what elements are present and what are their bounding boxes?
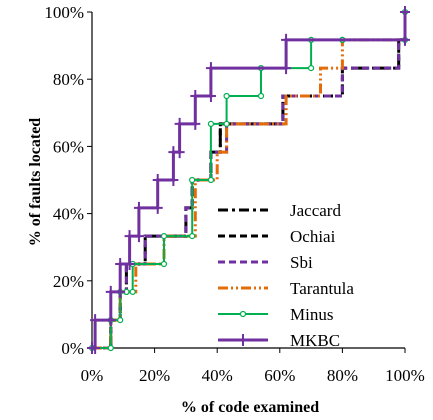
legend-label-tarantula: Tarantula — [290, 279, 354, 298]
legend-label-sbi: Sbi — [290, 253, 313, 272]
legend: Jaccard Ochiai Sbi Tarantula Minus MKBC — [218, 201, 354, 350]
legend-marker-minus — [239, 310, 247, 318]
data-point — [160, 260, 168, 268]
data-point — [190, 90, 201, 102]
data-point — [152, 174, 163, 186]
series-line-minus — [92, 12, 406, 349]
data-point — [207, 120, 215, 127]
data-point — [205, 90, 216, 102]
data-point — [189, 176, 196, 184]
data-point — [223, 92, 230, 100]
data-point — [189, 233, 196, 240]
y-tick-label: 80% — [53, 70, 84, 89]
series-mkbc — [87, 6, 410, 354]
y-tick-label: 0% — [61, 339, 84, 358]
series-line-mkbc — [92, 12, 407, 350]
x-tick-label: 40% — [202, 366, 233, 385]
y-tick-label: 20% — [53, 272, 84, 291]
x-tick-label: 0% — [81, 366, 104, 385]
y-tick-label: 40% — [53, 205, 84, 224]
data-point — [257, 92, 265, 100]
data-point — [105, 285, 116, 298]
data-point — [133, 201, 144, 214]
series-line-sbi — [92, 12, 407, 350]
data-point — [107, 344, 114, 352]
data-point — [190, 117, 201, 130]
legend-label-minus: Minus — [290, 305, 333, 324]
data-point — [152, 201, 163, 214]
data-point — [207, 176, 215, 184]
data-point — [205, 62, 216, 75]
series-line-tarantula — [92, 12, 407, 350]
y-tick-label: 100% — [44, 3, 84, 22]
series-jaccard — [92, 12, 407, 350]
series-layer — [87, 6, 410, 354]
data-point — [400, 6, 410, 18]
data-point — [223, 120, 230, 127]
y-tick-label: 60% — [53, 137, 84, 156]
series-sbi — [92, 12, 407, 350]
legend-marker-mkbc — [238, 334, 248, 346]
data-point — [90, 342, 101, 354]
data-point — [115, 285, 126, 298]
data-point — [174, 146, 185, 159]
y-axis-title: % of faults located — [27, 118, 44, 247]
data-point — [124, 258, 135, 270]
x-tick-label: 80% — [327, 366, 358, 385]
x-tick-label: 100% — [385, 366, 425, 385]
x-axis-title: % of code examined — [181, 399, 319, 416]
legend-label-jaccard: Jaccard — [290, 201, 341, 220]
data-point — [281, 33, 292, 46]
series-tarantula — [92, 12, 407, 350]
data-point — [281, 62, 292, 75]
series-minus — [88, 8, 409, 352]
series-ochiai — [92, 12, 407, 350]
axes: 0% 20% 40% 60% 80% 100% 0% 20% 40% 60% 80% 100% — [44, 3, 425, 385]
data-point — [308, 65, 315, 72]
data-point — [105, 314, 116, 327]
data-point — [117, 317, 124, 324]
data-point — [168, 174, 179, 186]
data-point — [133, 230, 144, 243]
data-point — [115, 258, 126, 270]
data-point — [124, 230, 135, 243]
data-point — [400, 33, 410, 46]
data-point — [174, 117, 185, 130]
legend-label-ochiai: Ochiai — [290, 227, 336, 246]
series-line-jaccard — [92, 12, 407, 350]
data-point — [129, 288, 136, 295]
legend-label-mkbc: MKBC — [290, 331, 340, 350]
data-point — [90, 314, 101, 327]
data-point — [160, 233, 168, 240]
series-line-ochiai — [92, 12, 407, 350]
x-tick-label: 60% — [264, 366, 295, 385]
x-tick-label: 20% — [139, 366, 170, 385]
